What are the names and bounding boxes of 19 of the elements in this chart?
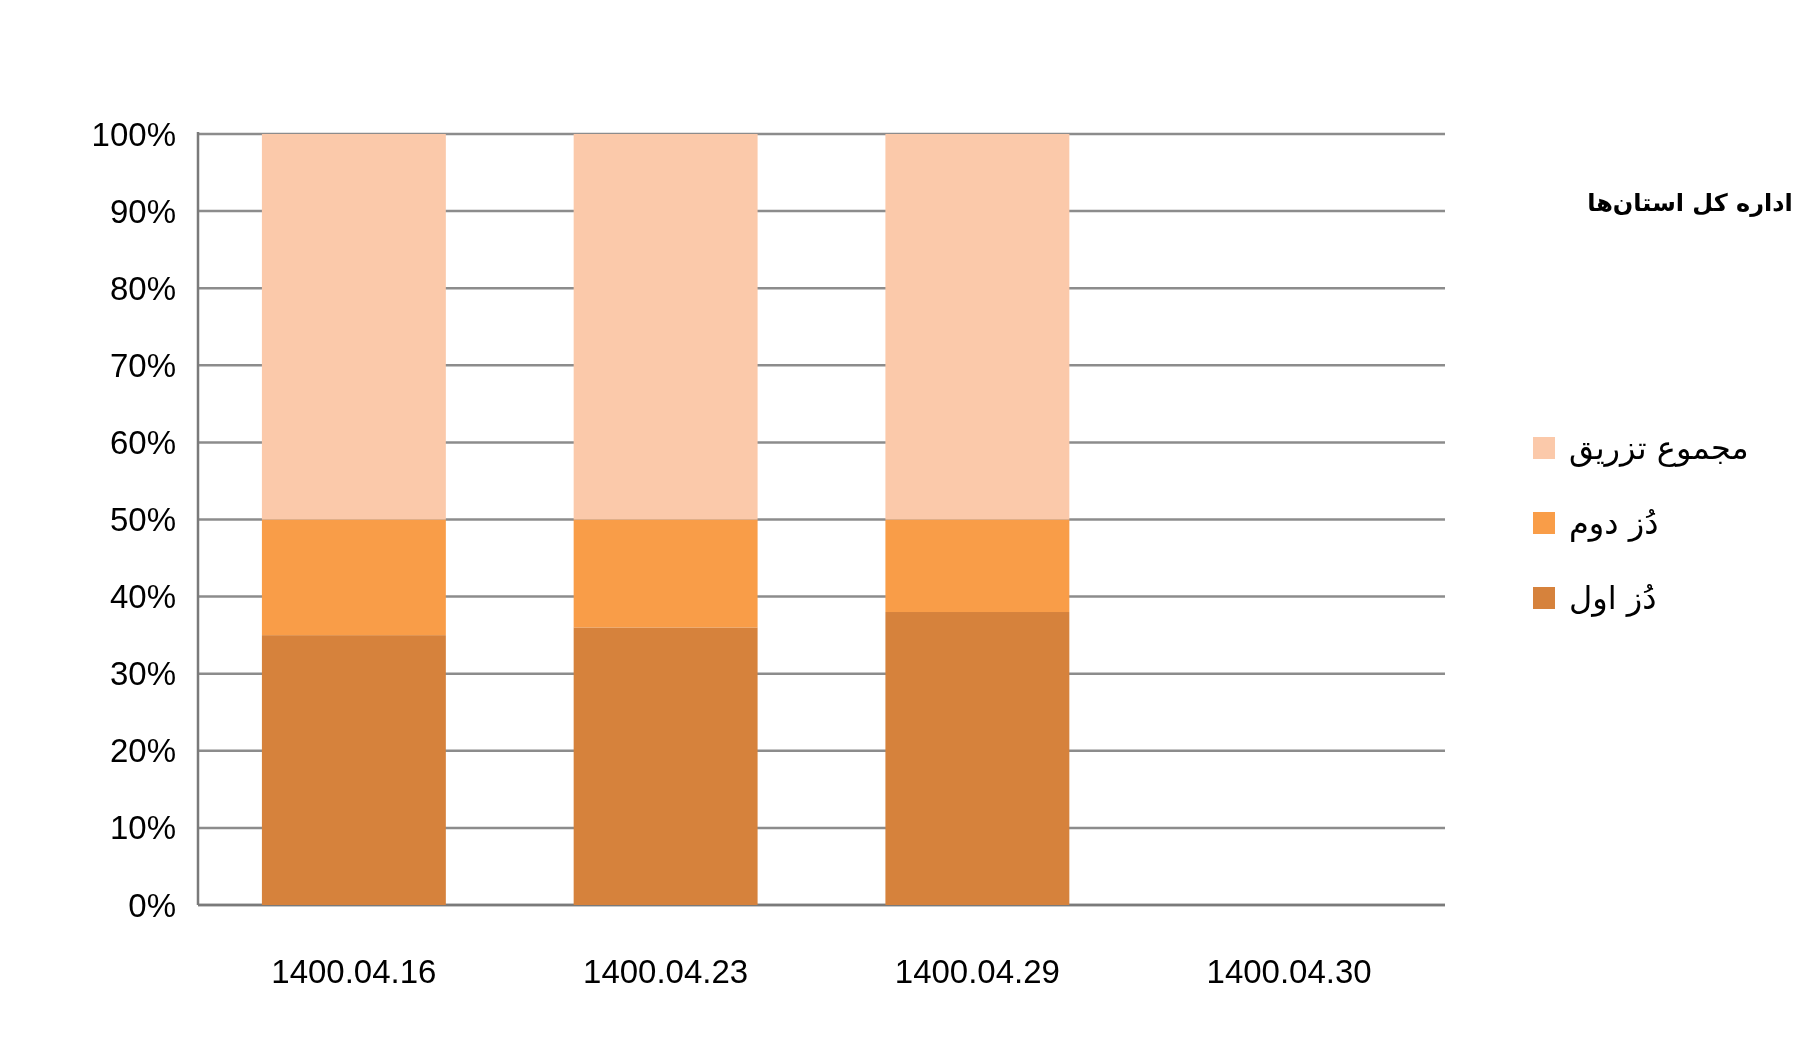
y-tick-label: 100%: [91, 115, 176, 153]
legend-label: مجموع تزریق: [1569, 429, 1749, 467]
y-tick-label: 40%: [109, 578, 176, 616]
legend-label: دُز اول: [1569, 579, 1657, 617]
x-tick-label: 1400.04.29: [894, 952, 1060, 990]
legend-label: دُز دوم: [1569, 504, 1659, 542]
y-tick-label: 90%: [109, 192, 176, 230]
annotation: اداره کل استان‌ها: [1587, 189, 1793, 217]
y-tick-label: 30%: [109, 655, 176, 693]
y-tick-label: 50%: [109, 501, 176, 538]
y-tick-label: 0%: [128, 886, 176, 924]
x-tick-label: 1400.04.30: [1206, 952, 1372, 990]
y-tick-label: 20%: [109, 732, 176, 770]
y-tick-label: 80%: [109, 269, 176, 307]
y-tick-label: 10%: [109, 809, 176, 847]
y-tick-label: 70%: [109, 346, 176, 384]
x-tick-label: 1400.04.23: [583, 952, 749, 990]
x-tick-label: 1400.04.16: [271, 952, 437, 990]
y-tick-label: 60%: [109, 423, 176, 461]
